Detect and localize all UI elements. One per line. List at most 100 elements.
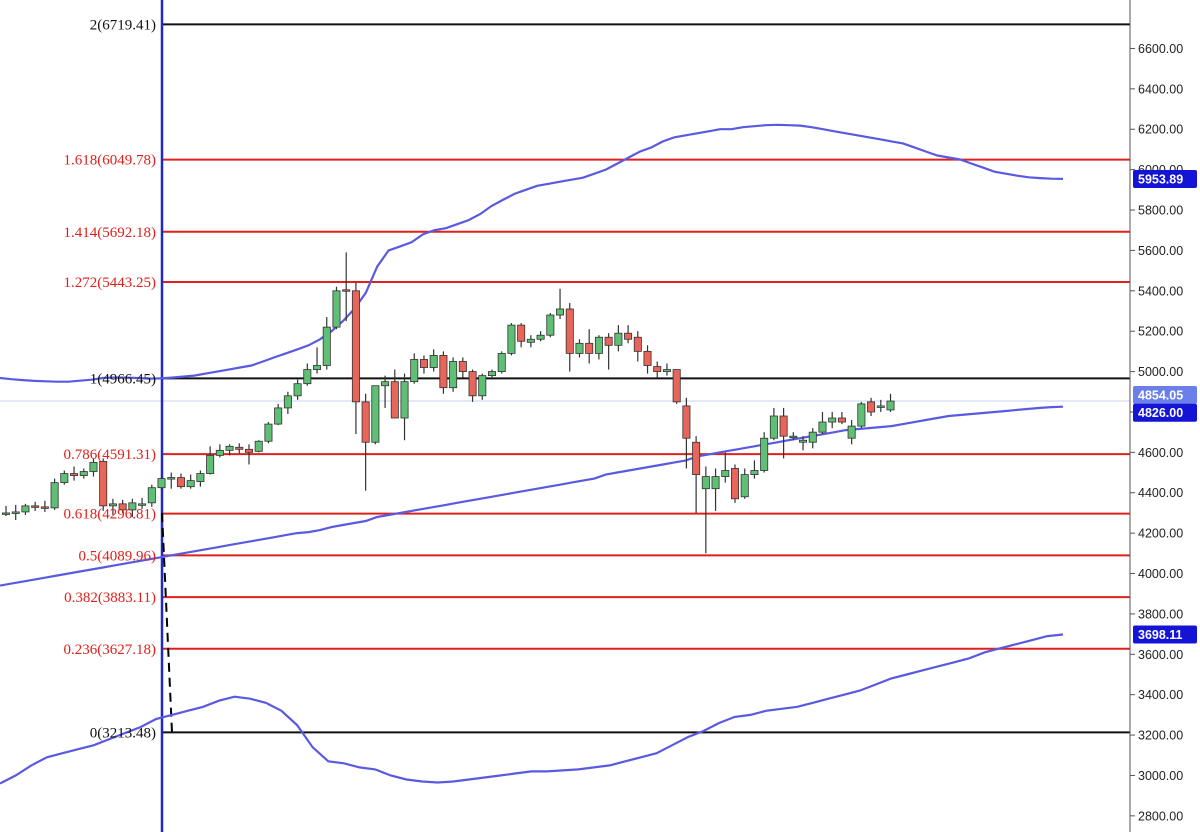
candle bbox=[594, 335, 603, 360]
y-tick-label: 3400.00 bbox=[1138, 688, 1183, 702]
fib-label: 2(6719.41) bbox=[90, 17, 156, 33]
candle-body bbox=[799, 439, 808, 443]
candle bbox=[614, 325, 623, 352]
candle bbox=[701, 466, 710, 554]
candle-body bbox=[89, 462, 98, 472]
y-tick-label: 4600.00 bbox=[1138, 446, 1183, 460]
candle bbox=[692, 436, 701, 513]
candle bbox=[478, 373, 487, 400]
candle bbox=[682, 397, 691, 469]
y-tick-label: 4000.00 bbox=[1138, 567, 1183, 581]
fib-lines bbox=[0, 0, 1130, 832]
candle-body bbox=[857, 403, 866, 427]
candle-body bbox=[867, 401, 876, 413]
y-tick-label: 4400.00 bbox=[1138, 486, 1183, 500]
candle bbox=[118, 499, 127, 513]
candle bbox=[575, 339, 584, 358]
candle-body bbox=[21, 505, 30, 513]
candle bbox=[70, 466, 79, 481]
candle bbox=[837, 411, 846, 425]
candle bbox=[633, 331, 642, 362]
candle bbox=[244, 444, 253, 465]
y-tick-label: 6600.00 bbox=[1138, 42, 1183, 56]
candle-body bbox=[313, 365, 322, 370]
candle bbox=[760, 432, 769, 473]
candle bbox=[769, 407, 778, 441]
candle bbox=[546, 313, 555, 338]
candle bbox=[458, 357, 467, 378]
fib-label: 1.618(6049.78) bbox=[64, 153, 157, 169]
price-tag-label: 5953.89 bbox=[1138, 172, 1183, 186]
candle-body bbox=[876, 405, 885, 408]
candle bbox=[11, 504, 20, 520]
candle-body bbox=[731, 468, 740, 500]
candle-body bbox=[643, 350, 652, 366]
candle bbox=[410, 353, 419, 384]
fib-label: 0.618(4296.81) bbox=[64, 507, 157, 523]
candle bbox=[857, 401, 866, 429]
candle bbox=[21, 503, 30, 515]
candle-body bbox=[701, 476, 710, 490]
fib-labels: 2(6719.41) 1.618(6049.78) 1.414(5692.18) 1.… bbox=[64, 17, 157, 741]
candle bbox=[31, 501, 40, 511]
candle-body bbox=[274, 407, 283, 425]
candle-body bbox=[740, 474, 749, 498]
candle-body bbox=[565, 308, 574, 354]
candle bbox=[351, 282, 360, 435]
candle bbox=[157, 476, 166, 491]
candle bbox=[818, 411, 827, 435]
candle bbox=[536, 331, 545, 342]
fib-label: 0.5(4089.96) bbox=[79, 548, 157, 564]
candle bbox=[2, 505, 10, 516]
price-tag-label: 4854.05 bbox=[1138, 389, 1183, 403]
candle-body bbox=[517, 324, 526, 342]
fib-label: 1.414(5692.18) bbox=[64, 225, 157, 241]
candle bbox=[108, 498, 117, 515]
y-tick-label: 5800.00 bbox=[1138, 204, 1183, 218]
candle-body bbox=[711, 476, 720, 490]
candle bbox=[371, 385, 380, 445]
candle bbox=[886, 393, 895, 412]
candle-body bbox=[653, 366, 662, 372]
candle bbox=[390, 369, 399, 419]
candle bbox=[828, 411, 837, 429]
middle-band bbox=[0, 405, 1064, 587]
fib-label: 0.786(4591.31) bbox=[64, 447, 157, 463]
candle-body bbox=[176, 477, 185, 488]
candle bbox=[507, 323, 516, 356]
candle-body bbox=[497, 352, 506, 372]
candle-body bbox=[478, 375, 487, 397]
candle-body bbox=[682, 405, 691, 439]
candle bbox=[429, 349, 438, 372]
bollinger-bands bbox=[0, 123, 1064, 785]
candle bbox=[711, 468, 720, 511]
candle-body bbox=[410, 359, 419, 383]
y-tick-label: 2800.00 bbox=[1138, 809, 1183, 823]
candle bbox=[662, 363, 671, 376]
candle-body bbox=[50, 482, 59, 509]
candle bbox=[740, 468, 749, 499]
candle bbox=[322, 317, 331, 370]
candle-body bbox=[11, 511, 20, 514]
candle bbox=[60, 470, 69, 485]
candle-body bbox=[138, 503, 147, 506]
candle bbox=[176, 473, 185, 489]
candles bbox=[2, 252, 895, 554]
candle-body bbox=[79, 471, 88, 476]
candle bbox=[672, 369, 681, 404]
candle bbox=[167, 472, 176, 489]
price-tag bbox=[1133, 403, 1197, 422]
candle bbox=[487, 369, 496, 380]
price-tag-label: 3698.11 bbox=[1138, 628, 1183, 642]
candle-body bbox=[837, 417, 846, 423]
candle-body bbox=[604, 336, 613, 346]
candle bbox=[750, 460, 759, 479]
candle bbox=[497, 351, 506, 374]
candle-body bbox=[31, 505, 40, 508]
candle bbox=[799, 436, 808, 451]
candle-body bbox=[99, 461, 108, 507]
candle-body bbox=[196, 473, 205, 483]
candle bbox=[264, 422, 273, 444]
candle-body bbox=[575, 342, 584, 354]
candle-body bbox=[293, 383, 302, 397]
